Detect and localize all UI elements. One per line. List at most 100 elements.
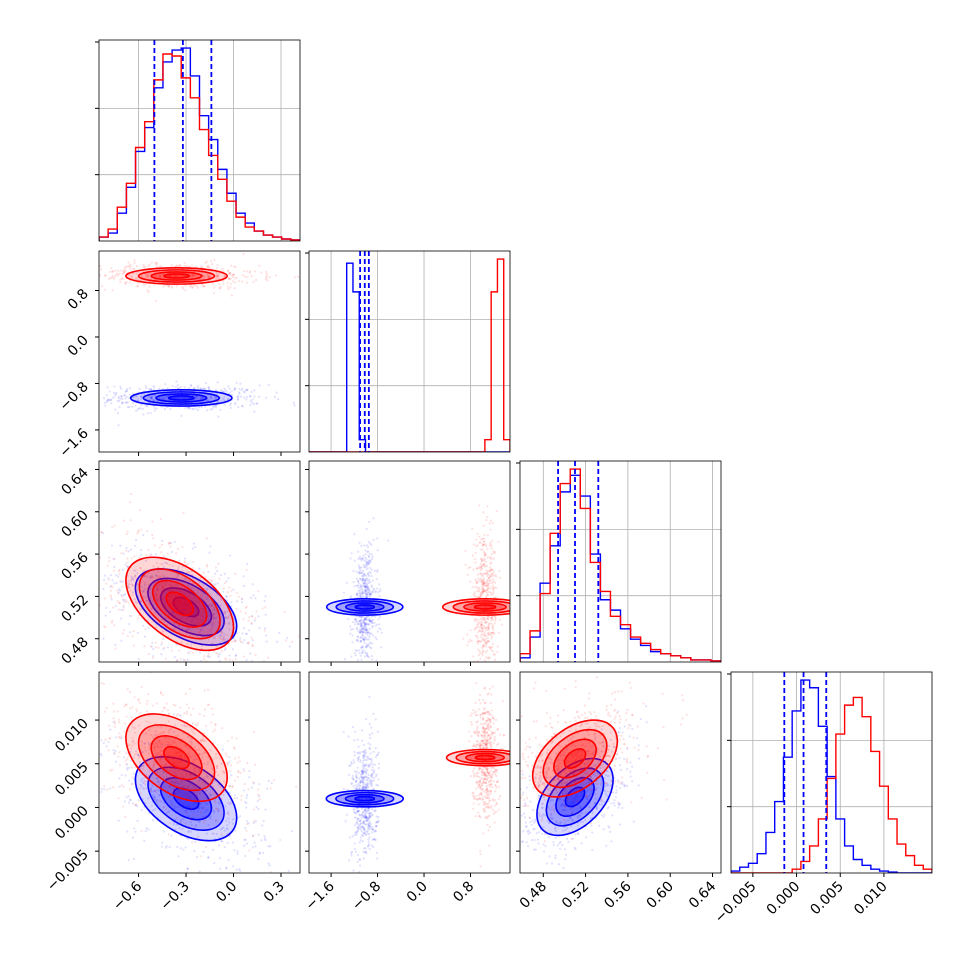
scatter-point [195,824,198,828]
scatter-point [265,640,268,643]
scatter-point [170,834,173,837]
scatter-point [228,821,231,824]
scatter-point [238,392,241,395]
scatter-point [367,773,370,776]
scatter-point [216,274,220,277]
scatter-point [376,857,379,860]
scatter-point [96,398,98,400]
scatter-point [158,584,161,587]
scatter-point [169,274,172,278]
scatter-point [347,735,350,738]
scatter-point [113,558,116,561]
scatter-point [198,713,201,716]
scatter-point [361,572,364,575]
scatter-point [163,805,166,808]
scatter-point [154,262,157,265]
scatter-point [125,763,129,766]
scatter-point [492,573,495,576]
scatter-point [500,623,504,626]
scatter-point [156,576,159,579]
scatter-point [368,588,371,592]
scatter-point [371,813,374,816]
scatter-point [226,633,229,637]
scatter-point [203,708,207,711]
scatter-point [350,850,354,853]
scatter-point [476,639,480,643]
scatter-point [103,710,107,713]
scatter-point [172,703,175,707]
scatter-point [168,785,171,788]
scatter-point [370,827,374,831]
scatter-point [237,394,240,397]
scatter-point [365,544,368,547]
scatter-point [485,564,488,567]
scatter-point [488,578,492,582]
scatter-point [144,628,147,631]
scatter-point [220,399,223,403]
scatter-point [368,821,371,825]
scatter-point [369,620,372,624]
scatter-point [483,659,487,662]
scatter-point [368,542,372,545]
scatter-point [230,601,233,604]
scatter-point [106,399,109,402]
scatter-point [365,758,368,762]
scatter-point [488,633,491,636]
scatter-point [203,751,206,754]
scatter-point [273,779,276,782]
scatter-point [91,282,93,284]
scatter-point [349,595,352,598]
scatter-point [175,576,179,579]
scatter-point [211,713,215,716]
scatter-point [139,784,142,787]
scatter-point [183,711,186,715]
scatter-point [169,407,172,411]
scatter-point [488,640,491,643]
scatter-point [124,265,128,268]
scatter-point [244,826,247,830]
scatter-point [134,804,137,807]
scatter-point [215,652,218,655]
scatter-point [174,615,177,618]
scatter-point [486,617,489,620]
scatter-point [213,792,217,795]
scatter-point [358,652,361,655]
scatter-point [161,597,165,600]
scatter-point [216,274,219,277]
scatter-point [215,765,218,768]
scatter-point [204,815,207,819]
scatter-point [466,573,469,576]
scatter-point [364,574,368,577]
scatter-point [139,554,142,557]
scatter-point [158,387,161,390]
scatter-point [103,401,106,405]
scatter-point [352,580,355,584]
scatter-point [483,590,486,593]
scatter-point [148,401,151,404]
scatter-point [150,734,153,737]
scatter-point [132,644,135,647]
scatter-point [132,857,136,861]
scatter-point [134,783,138,786]
scatter-point [480,618,484,621]
scatter-point [222,390,225,393]
scatter-point [202,821,205,824]
scatter-point [218,857,222,860]
scatter-point [193,732,196,735]
scatter-point [242,252,245,255]
scatter-point [254,270,257,273]
scatter-point [192,707,195,710]
scatter-point [185,811,188,815]
scatter-point [346,788,349,791]
scatter-point [250,622,253,626]
scatter-point [494,619,497,622]
scatter-point [361,627,365,630]
scatter-point [368,848,371,851]
scatter-point [256,799,259,802]
scatter-point [112,396,115,399]
scatter-point [245,806,248,809]
scatter-point [498,576,502,579]
scatter-point [177,790,181,793]
scatter-point [234,403,237,406]
scatter-point [217,562,220,565]
